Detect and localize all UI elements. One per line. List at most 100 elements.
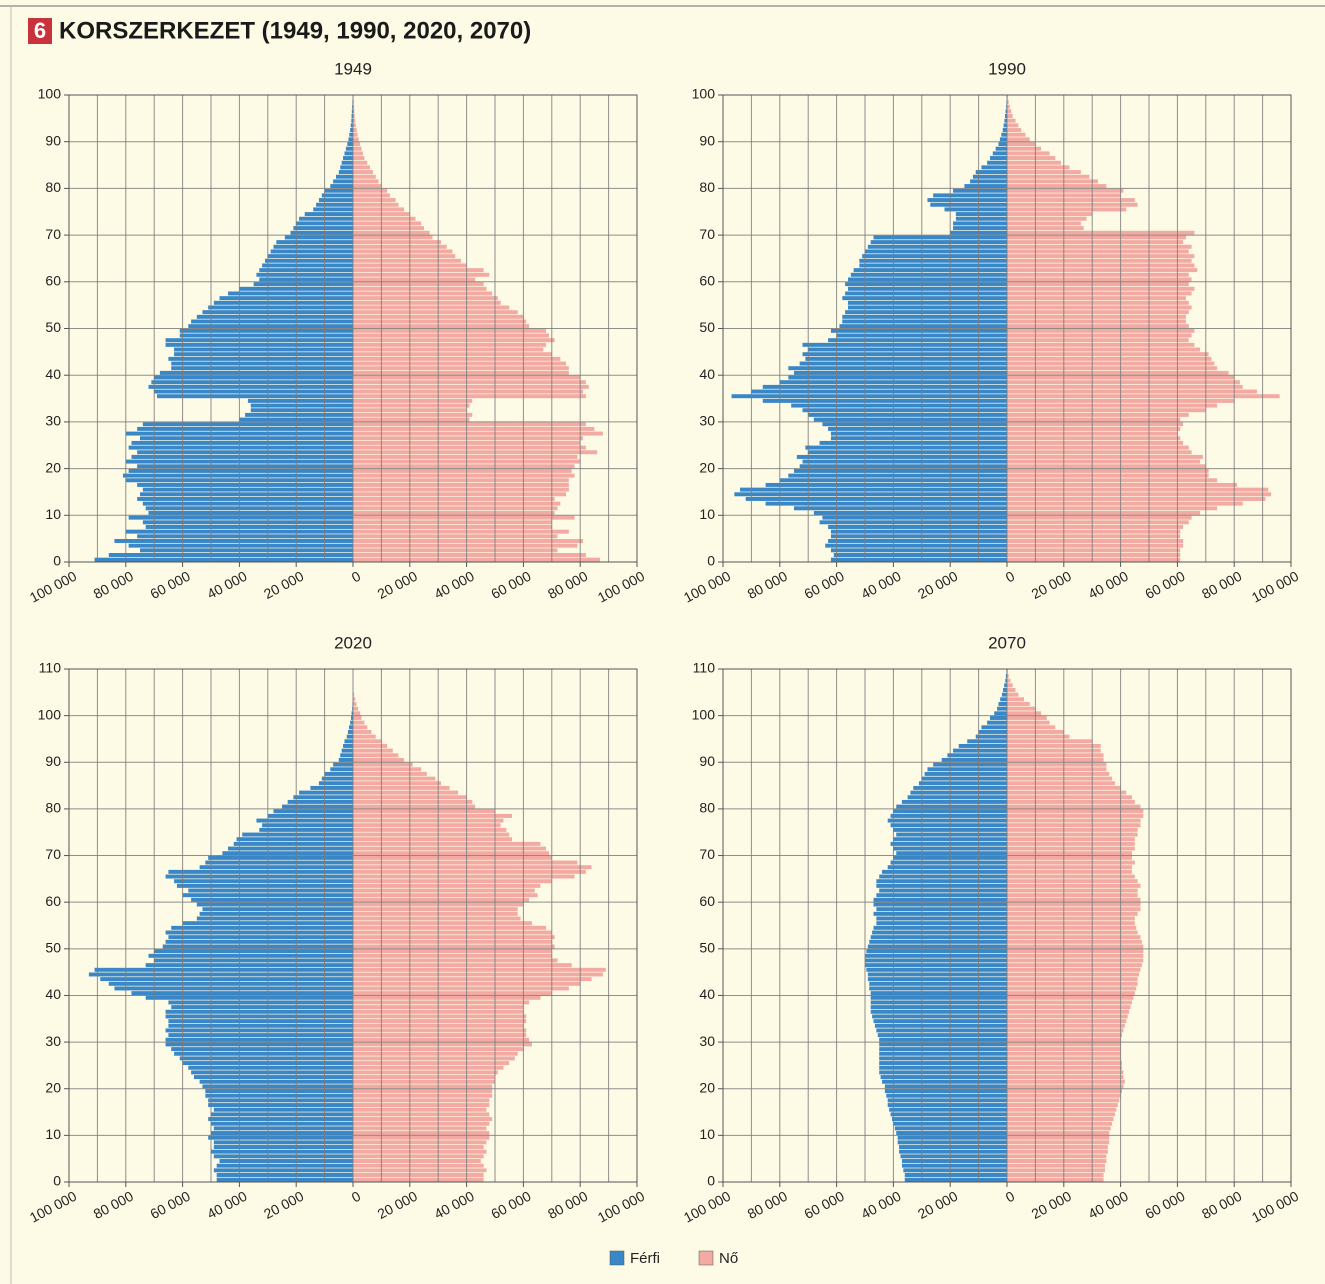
bar [351, 109, 353, 114]
bar [208, 1135, 353, 1140]
x-tick-label: 40 000 [1085, 568, 1131, 602]
bar [340, 753, 353, 758]
bar [897, 1140, 1007, 1145]
bar [1007, 324, 1189, 329]
bar [344, 739, 353, 744]
bar [813, 417, 1007, 422]
bar [930, 202, 1007, 207]
bar [1007, 706, 1036, 711]
bar [1007, 711, 1042, 716]
bar [941, 757, 1007, 762]
bar [1007, 991, 1135, 996]
bar [1007, 114, 1013, 118]
bar [869, 981, 1007, 986]
bar [1007, 743, 1101, 748]
x-tick-label: 60 000 [801, 1188, 847, 1222]
bar [994, 711, 1007, 716]
y-tick-label: 70 [45, 226, 61, 242]
bar [1007, 534, 1181, 539]
bar [870, 1005, 1007, 1010]
bar [887, 865, 1007, 870]
bar [890, 823, 1007, 828]
title: KORSZERKEZET (1949, 1990, 2020, 2070) [59, 17, 531, 44]
y-tick-label: 10 [699, 506, 715, 522]
y-tick-label: 100 [692, 706, 716, 722]
bar [1007, 1117, 1114, 1122]
bar [955, 216, 1007, 221]
bar [901, 1159, 1007, 1163]
bar [890, 1112, 1007, 1117]
bar [1007, 226, 1084, 231]
bar [1007, 501, 1243, 506]
bar [1003, 123, 1007, 128]
bar [353, 1177, 484, 1182]
y-tick-label: 70 [699, 226, 715, 242]
x-tick-label: 100 000 [27, 568, 79, 606]
bar [353, 1154, 484, 1159]
bar [353, 296, 498, 301]
legend-swatch [698, 1250, 714, 1266]
bar [88, 972, 353, 977]
bar [1007, 553, 1181, 557]
bar [211, 1121, 353, 1126]
bar [1007, 468, 1209, 473]
bar [353, 1033, 527, 1038]
bar [903, 1168, 1007, 1173]
bar [1007, 804, 1141, 809]
bar [1007, 1154, 1107, 1159]
bar [353, 464, 575, 469]
bar [205, 1093, 353, 1098]
bar [165, 1014, 353, 1019]
bar [1007, 977, 1138, 982]
bar [353, 188, 388, 193]
bar [353, 207, 405, 212]
bar [171, 1005, 353, 1010]
bar [830, 548, 1007, 553]
bar [870, 991, 1007, 996]
bar [353, 510, 555, 515]
bar [1007, 263, 1195, 268]
bar [953, 748, 1007, 753]
bar [788, 366, 1007, 371]
bar [353, 832, 510, 837]
bar [287, 799, 353, 804]
bar [1007, 515, 1192, 520]
bar [353, 874, 575, 879]
bar [353, 855, 552, 860]
bar [1007, 179, 1098, 184]
y-tick-label: 20 [45, 459, 61, 475]
bar [873, 902, 1007, 907]
y-tick-label: 80 [699, 179, 715, 195]
bar [145, 506, 353, 511]
bar [353, 1149, 487, 1154]
bar [353, 1093, 493, 1098]
bar [168, 1023, 353, 1028]
bar [188, 888, 353, 893]
bar [353, 366, 569, 371]
bar [267, 254, 353, 259]
bar [353, 818, 504, 823]
bar [171, 361, 353, 366]
bar [171, 366, 353, 371]
bar [293, 795, 353, 800]
bar [1007, 949, 1144, 954]
bar [1007, 818, 1141, 823]
bar [882, 869, 1007, 874]
bar [1007, 1149, 1108, 1154]
bar [174, 879, 353, 884]
bar [1007, 762, 1107, 767]
bar [1007, 230, 1195, 235]
bar [1007, 272, 1189, 277]
bar [213, 1126, 353, 1131]
x-tick-label: 60 000 [488, 568, 534, 602]
bar [879, 1051, 1007, 1056]
bar [1007, 356, 1212, 361]
badge-box [28, 18, 52, 44]
bar [353, 1126, 487, 1131]
bar [253, 282, 353, 287]
bar [866, 967, 1007, 972]
bar [222, 851, 353, 856]
bar [353, 939, 552, 944]
bar [353, 776, 436, 781]
